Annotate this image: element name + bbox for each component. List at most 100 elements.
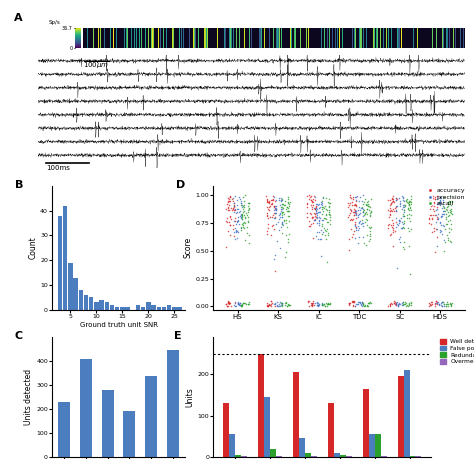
Point	[356, 299, 364, 306]
Point	[432, 299, 440, 307]
Point	[225, 299, 232, 307]
Point	[433, 233, 441, 241]
Point	[319, 207, 327, 215]
Point	[238, 213, 246, 220]
Point	[274, 303, 282, 310]
Point	[346, 191, 354, 199]
Point	[234, 229, 241, 236]
Point	[354, 300, 362, 307]
Bar	[151, 305, 156, 310]
Point	[271, 206, 278, 213]
Point	[317, 203, 324, 211]
Point	[233, 196, 240, 203]
Point	[324, 299, 332, 306]
Bar	[223, 403, 229, 457]
Point	[433, 300, 441, 308]
Point	[223, 302, 230, 310]
Point	[405, 225, 412, 232]
Point	[363, 205, 370, 213]
Bar	[416, 456, 421, 457]
Point	[346, 216, 354, 224]
Point	[307, 220, 315, 227]
Point	[223, 218, 230, 225]
Bar	[58, 402, 70, 457]
Point	[392, 194, 400, 202]
Point	[229, 226, 237, 233]
Point	[349, 302, 357, 309]
Point	[246, 232, 253, 239]
Point	[396, 300, 403, 308]
Point	[226, 193, 233, 201]
Point	[235, 301, 243, 308]
Point	[391, 204, 399, 211]
Point	[354, 226, 362, 234]
Bar	[311, 456, 317, 457]
Point	[398, 225, 405, 232]
Point	[278, 301, 286, 308]
Point	[363, 241, 370, 248]
Point	[320, 204, 328, 212]
Point	[349, 215, 357, 223]
Point	[359, 209, 367, 216]
Point	[273, 302, 281, 310]
Point	[433, 215, 440, 223]
Point	[322, 210, 329, 218]
Point	[439, 207, 447, 214]
Point	[386, 207, 393, 214]
Point	[231, 202, 238, 210]
Point	[349, 297, 357, 305]
Point	[387, 221, 395, 229]
Point	[441, 225, 448, 233]
Point	[272, 214, 279, 221]
Point	[309, 300, 316, 308]
Point	[365, 200, 372, 207]
Point	[349, 202, 356, 209]
Point	[367, 208, 374, 216]
Point	[312, 194, 319, 201]
Point	[238, 300, 246, 308]
Point	[353, 301, 361, 308]
Point	[278, 218, 286, 226]
Point	[363, 222, 370, 229]
Point	[269, 196, 277, 203]
Point	[231, 215, 238, 222]
Point	[430, 224, 438, 232]
Point	[439, 221, 447, 229]
Point	[304, 298, 311, 305]
Point	[234, 299, 241, 306]
Point	[438, 299, 446, 306]
Point	[425, 200, 433, 207]
Bar	[156, 308, 161, 310]
Point	[428, 214, 436, 222]
Point	[365, 224, 373, 231]
Point	[366, 228, 374, 235]
Point	[435, 302, 443, 309]
Point	[402, 197, 410, 204]
Bar	[123, 411, 136, 457]
Point	[438, 221, 445, 229]
Point	[264, 301, 272, 308]
Point	[399, 193, 407, 201]
Point	[263, 231, 271, 238]
Point	[400, 204, 408, 211]
Point	[387, 299, 394, 306]
Bar	[177, 308, 182, 310]
Point	[311, 215, 319, 222]
Point	[347, 216, 355, 223]
Point	[327, 216, 334, 224]
Point	[277, 209, 284, 217]
Point	[394, 301, 401, 308]
Point	[448, 211, 456, 218]
Point	[362, 209, 369, 216]
Point	[269, 196, 276, 203]
Point	[394, 221, 402, 229]
Point	[310, 196, 317, 203]
Point	[272, 206, 279, 213]
Point	[240, 193, 247, 201]
Point	[406, 301, 413, 308]
Point	[438, 230, 446, 238]
Point	[225, 302, 232, 309]
Point	[309, 301, 316, 308]
Point	[281, 210, 288, 218]
Point	[386, 302, 394, 309]
